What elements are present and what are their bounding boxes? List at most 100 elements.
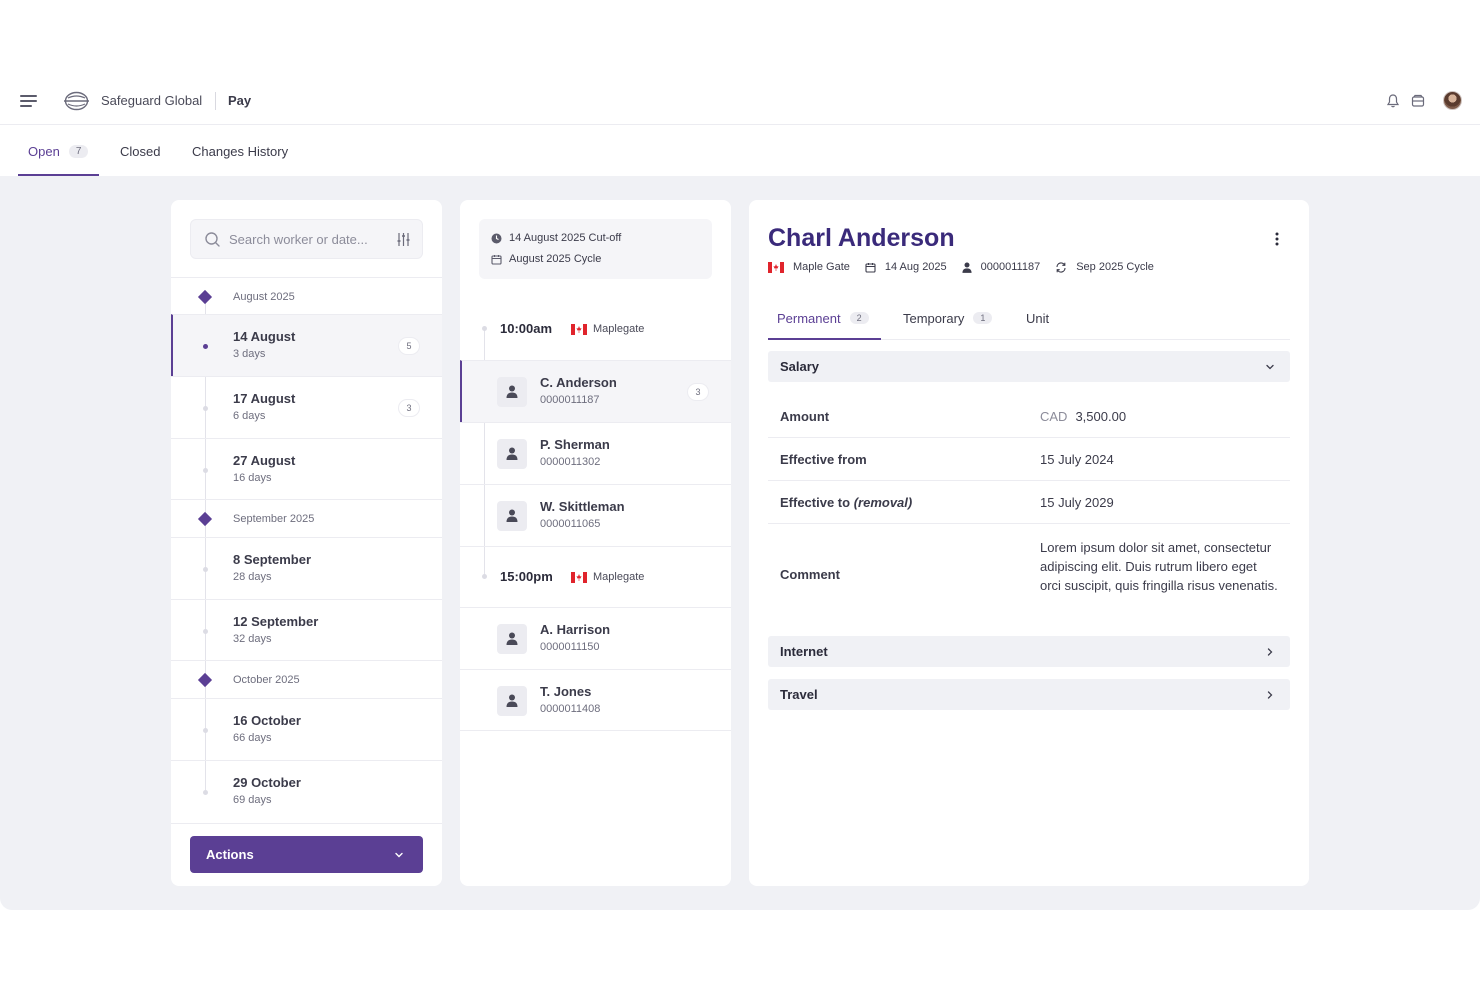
date-item[interactable]: 17 August 6 days 3 [171, 376, 442, 438]
dates-panel: August 2025 14 August 3 days 5 17 August… [171, 200, 442, 886]
salary-section-header[interactable]: Salary [768, 351, 1290, 382]
date-label: 17 August [233, 391, 296, 406]
effective-to-note: (removal) [853, 495, 913, 510]
timeline-dot [203, 344, 208, 349]
more-options-icon[interactable] [1270, 230, 1284, 248]
page-title: Charl Anderson [768, 224, 955, 252]
canada-flag-icon [768, 261, 784, 273]
tab-open[interactable]: Open 7 [28, 126, 89, 176]
travel-section-header[interactable]: Travel [768, 679, 1290, 710]
tab-temporary-count: 1 [973, 312, 993, 324]
tab-open-label: Open [28, 143, 60, 159]
comment-row: Comment Lorem ipsum dolor sit amet, cons… [768, 524, 1290, 624]
brand-name: Safeguard Global [101, 93, 203, 108]
date-days: 28 days [233, 571, 272, 583]
worker-item[interactable]: C. Anderson 0000011187 3 [460, 360, 731, 422]
effective-to-row: Effective to (removal) 15 July 2029 [768, 481, 1290, 524]
user-icon [506, 385, 518, 398]
inbox-icon[interactable] [1410, 93, 1426, 109]
tab-permanent[interactable]: Permanent 2 [777, 296, 869, 340]
date-item[interactable]: 14 August 3 days 5 [171, 314, 442, 376]
avatar [497, 439, 527, 469]
date-value: 14 Aug 2025 [884, 261, 947, 273]
slot-location: Maplegate [593, 571, 645, 583]
date-days: 3 days [233, 348, 266, 360]
search-box [190, 219, 423, 259]
logo[interactable] [63, 90, 90, 112]
avatar [497, 501, 527, 531]
date-days: 6 days [233, 410, 266, 422]
date-item[interactable]: 12 September 32 days [171, 599, 442, 661]
worker-name: T. Jones [540, 684, 592, 699]
tab-closed[interactable]: Closed [120, 126, 160, 176]
timeline-dot [203, 728, 208, 733]
timeline-dot [203, 468, 208, 473]
month-label: October 2025 [233, 674, 300, 686]
month-marker [197, 672, 213, 688]
date-item[interactable]: 29 October 69 days [171, 760, 442, 822]
actions-button[interactable]: Actions [190, 836, 423, 873]
worker-id: 0000011150 [540, 641, 600, 653]
avatar [497, 686, 527, 716]
field-value: 15 July 2029 [1040, 495, 1114, 510]
worker-item[interactable]: T. Jones 0000011408 [460, 669, 731, 731]
tab-changes-history[interactable]: Changes History [192, 126, 288, 176]
avatar [497, 624, 527, 654]
date-days: 32 days [233, 633, 272, 645]
compensation-tabs: Permanent 2 Temporary 1 Unit [768, 296, 1290, 340]
slot-time: 10:00am [500, 321, 553, 336]
location-label: Maple Gate [793, 261, 850, 273]
field-value: 15 July 2024 [1040, 452, 1114, 467]
date-label: 8 September [233, 552, 312, 567]
timeline-line [205, 296, 206, 790]
tab-open-count: 7 [68, 144, 89, 158]
date-item[interactable]: 8 September 28 days [171, 537, 442, 599]
cycle-info: August 2025 Cycle [491, 253, 601, 265]
month-label: September 2025 [233, 513, 315, 525]
internet-section-header[interactable]: Internet [768, 636, 1290, 667]
canada-flag-icon [571, 324, 587, 335]
search-input[interactable] [229, 230, 379, 248]
amount-row: Amount CAD 3,500.00 [768, 394, 1290, 438]
worker-id: 0000011302 [540, 456, 601, 468]
cycle-value: Sep 2025 Cycle [1076, 261, 1154, 273]
avatar[interactable] [1443, 91, 1462, 110]
date-item[interactable]: 16 October 66 days [171, 698, 442, 760]
tab-temporary[interactable]: Temporary 1 [903, 296, 993, 340]
worker-id: 0000011065 [540, 518, 601, 530]
date-label: 12 September [233, 614, 319, 629]
chevron-right-icon [1267, 648, 1273, 656]
filter-icon[interactable] [396, 232, 411, 247]
month-header: October 2025 [171, 660, 442, 698]
meta-worker-id: 0000011187 [962, 261, 1040, 273]
count-badge: 5 [398, 337, 420, 355]
product-name: Pay [228, 93, 252, 108]
worker-name: W. Skittleman [540, 499, 625, 514]
chevron-right-icon [1267, 691, 1273, 699]
worker-name: P. Sherman [540, 437, 610, 452]
timeline-dot [203, 406, 208, 411]
worker-name: A. Harrison [540, 622, 611, 637]
canada-flag-icon [571, 572, 587, 583]
effective-to-label: Effective to [780, 495, 851, 510]
worker-item[interactable]: W. Skittleman 0000011065 [460, 484, 731, 546]
meta-date: 14 Aug 2025 [865, 261, 947, 273]
tab-unit[interactable]: Unit [1026, 296, 1049, 340]
chevron-down-icon [1266, 364, 1274, 370]
date-item[interactable]: 27 August 16 days [171, 438, 442, 500]
worker-item[interactable]: A. Harrison 0000011150 [460, 607, 731, 669]
month-marker [197, 511, 213, 527]
tab-closed-label: Closed [120, 143, 161, 159]
worker-meta: Maple Gate 14 Aug 2025 0000011187 Sep 20… [768, 261, 1169, 273]
menu-icon[interactable] [20, 95, 37, 107]
worker-detail-panel: Charl Anderson Maple Gate 14 Aug 2025 00… [749, 200, 1309, 886]
actions-label: Actions [206, 847, 254, 862]
comment-text: Lorem ipsum dolor sit amet, consectetur … [1040, 540, 1278, 593]
user-icon [506, 447, 518, 460]
worker-item[interactable]: P. Sherman 0000011302 [460, 422, 731, 484]
slot-time: 15:00pm [500, 569, 553, 584]
timeline-dot [203, 629, 208, 634]
tab-permanent-label: Permanent [777, 310, 841, 326]
user-icon [962, 262, 972, 273]
bell-icon[interactable] [1385, 93, 1401, 109]
